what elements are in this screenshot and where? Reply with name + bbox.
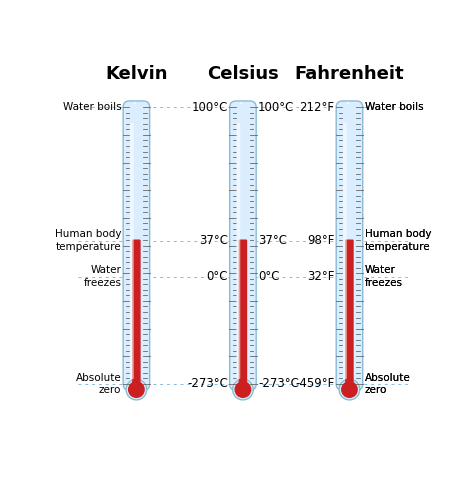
Text: Absolute
zero: Absolute zero xyxy=(365,373,410,395)
Text: Human body
temperature: Human body temperature xyxy=(365,229,431,252)
FancyBboxPatch shape xyxy=(343,123,347,379)
Text: -459°F: -459°F xyxy=(295,377,334,390)
Text: -273°C: -273°C xyxy=(258,377,299,390)
Circle shape xyxy=(128,381,145,398)
FancyBboxPatch shape xyxy=(239,240,247,387)
Text: Human body
temperature: Human body temperature xyxy=(55,229,121,252)
Circle shape xyxy=(233,379,253,400)
Text: Human body
temperature: Human body temperature xyxy=(365,229,431,252)
Text: Kelvin: Kelvin xyxy=(105,65,168,83)
Text: 32°F: 32°F xyxy=(307,270,334,283)
Text: Water
freezes: Water freezes xyxy=(83,265,121,288)
Text: 0°C: 0°C xyxy=(258,270,280,283)
Circle shape xyxy=(235,381,251,398)
Text: 37°C: 37°C xyxy=(199,234,228,247)
FancyBboxPatch shape xyxy=(123,101,150,390)
FancyBboxPatch shape xyxy=(336,101,363,390)
Circle shape xyxy=(240,102,242,104)
Text: 212°F: 212°F xyxy=(300,101,334,114)
Text: Water
freezes: Water freezes xyxy=(365,265,402,288)
Text: Water
freezes: Water freezes xyxy=(365,265,402,288)
Text: 98°F: 98°F xyxy=(307,234,334,247)
Text: Water boils: Water boils xyxy=(365,103,423,112)
Circle shape xyxy=(134,102,136,104)
Text: -273°C: -273°C xyxy=(187,377,228,390)
FancyBboxPatch shape xyxy=(132,240,141,387)
FancyBboxPatch shape xyxy=(230,101,256,390)
Text: Water boils: Water boils xyxy=(365,103,423,112)
Text: 100°C: 100°C xyxy=(258,101,294,114)
Text: 37°C: 37°C xyxy=(258,234,287,247)
Text: Absolute
zero: Absolute zero xyxy=(365,373,410,395)
Text: 100°C: 100°C xyxy=(191,101,228,114)
Circle shape xyxy=(346,102,349,104)
Text: Water boils: Water boils xyxy=(63,103,121,112)
FancyBboxPatch shape xyxy=(345,240,354,387)
FancyBboxPatch shape xyxy=(237,123,240,379)
Circle shape xyxy=(341,381,358,398)
FancyBboxPatch shape xyxy=(130,123,134,379)
Text: 0°C: 0°C xyxy=(206,270,228,283)
Text: Fahrenheit: Fahrenheit xyxy=(295,65,404,83)
Circle shape xyxy=(339,379,360,400)
Circle shape xyxy=(126,379,146,400)
Text: Celsius: Celsius xyxy=(207,65,279,83)
Text: Absolute
zero: Absolute zero xyxy=(75,373,121,395)
